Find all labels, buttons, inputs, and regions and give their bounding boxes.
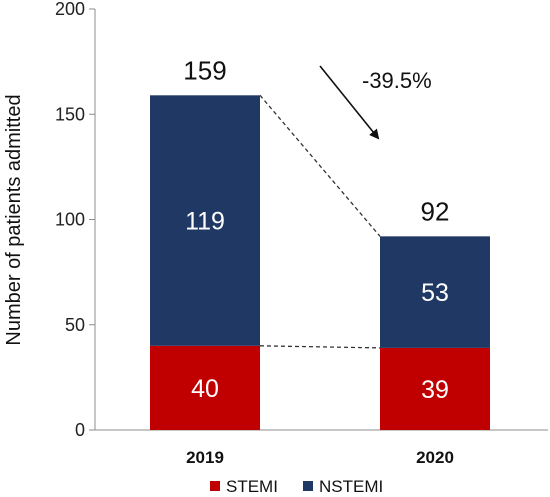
connector-total (259, 94, 381, 237)
total-label-2020: 92 (421, 196, 450, 226)
legend-label-stemi: STEMI (226, 477, 278, 496)
change-arrow (319, 65, 380, 140)
total-labels: 159 92 (183, 55, 449, 226)
x-axis-labels: 2019 2020 (186, 448, 454, 467)
total-label-2019: 159 (183, 55, 226, 85)
segment-label-stemi-2020: 39 (421, 376, 449, 404)
y-tick-label: 200 (55, 0, 85, 19)
legend-item-stemi: STEMI (210, 477, 278, 496)
segment-label-nstemi-2020: 53 (421, 279, 449, 307)
legend-swatch-nstemi (303, 481, 313, 491)
change-label: -39.5% (362, 68, 432, 93)
segment-label-stemi-2019: 40 (191, 375, 219, 403)
bar-segment-stemi-2019 (150, 345, 260, 430)
x-tick-label-2020: 2020 (416, 448, 454, 467)
connector-stemi (259, 345, 381, 349)
bar-segment-nstemi-2019 (150, 95, 260, 346)
change-annotation: -39.5% (319, 65, 432, 140)
y-tick-label: 150 (55, 104, 85, 124)
y-tick-label: 100 (55, 210, 85, 230)
segment-label-nstemi-2019: 119 (185, 208, 225, 236)
segment-labels: 40 119 39 53 (185, 208, 449, 404)
bars (150, 95, 490, 430)
x-tick-label-2019: 2019 (186, 448, 224, 467)
y-axis: 0 50 100 150 200 (55, 0, 548, 440)
bar-segment-nstemi-2020 (380, 236, 490, 348)
bar-segment-stemi-2020 (380, 347, 490, 430)
connector-lines (259, 94, 381, 349)
y-axis-title: Number of patients admitted (3, 94, 25, 345)
y-tick-label: 0 (75, 420, 85, 440)
legend-item-nstemi: NSTEMI (303, 477, 383, 496)
y-tick-label: 50 (65, 315, 85, 335)
legend-swatch-stemi (210, 481, 220, 491)
legend-label-nstemi: NSTEMI (319, 477, 383, 496)
legend: STEMI NSTEMI (210, 477, 383, 496)
